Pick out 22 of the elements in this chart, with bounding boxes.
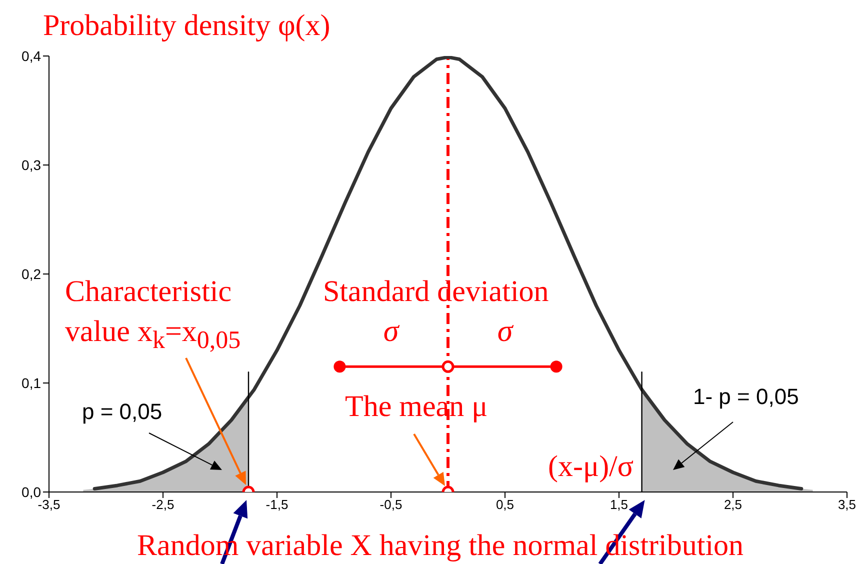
annotation: p = 0,05 <box>82 399 162 425</box>
annotation: (x-μ)/σ <box>548 449 634 485</box>
annotation: Standard deviation <box>323 274 549 310</box>
annotation: 1- p = 0,05 <box>693 384 799 410</box>
x-tick-label: -0,5 <box>380 497 402 512</box>
y-tick-label: 0,4 <box>22 48 42 64</box>
y-tick-label: 0,0 <box>22 484 42 500</box>
x-tick-label: 2,5 <box>724 497 742 512</box>
annotation: σ <box>497 312 513 350</box>
y-tick-label: 0,1 <box>22 374 42 391</box>
y-axis-title: Probability density φ(x) <box>43 8 330 44</box>
annotation: σ <box>383 312 399 350</box>
x-tick-label: -2,5 <box>152 497 174 512</box>
x-tick-label: 1,5 <box>610 497 628 512</box>
x-tick-label: -3,5 <box>38 497 60 512</box>
x-tick-label: 0,5 <box>496 497 514 512</box>
x-tick-label: 3,5 <box>838 497 856 512</box>
y-tick-label: 0,3 <box>22 156 42 173</box>
x-tick-label: -1,5 <box>266 497 288 512</box>
y-tick-label: 0,2 <box>22 266 42 282</box>
annotation: Characteristic value x$_{k}$=x$_{0,05}$ <box>65 274 242 356</box>
annotation: The mean μ <box>345 389 488 425</box>
